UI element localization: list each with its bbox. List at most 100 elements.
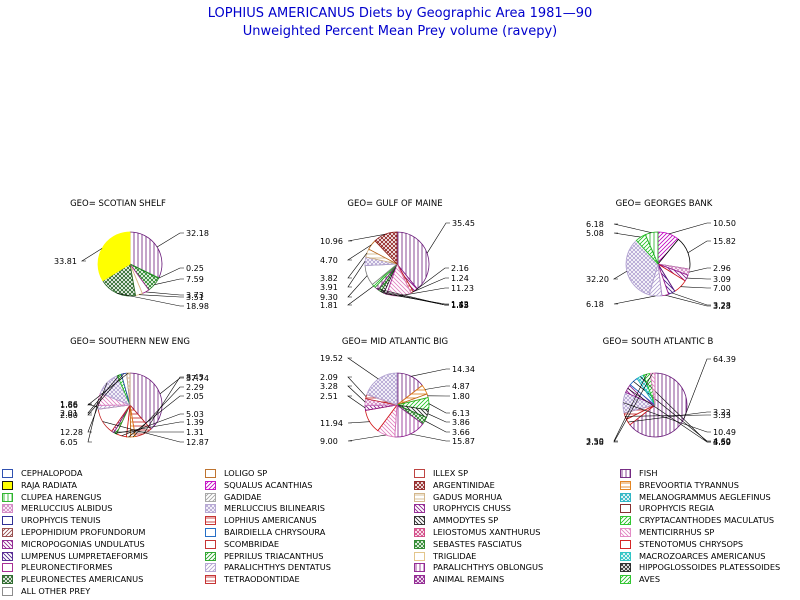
slice-value-label: 15.82 — [713, 237, 736, 246]
leader-line — [613, 223, 652, 233]
legend-swatch — [2, 551, 13, 561]
slice-value-label: 1.80 — [452, 392, 470, 401]
legend-swatch — [620, 504, 631, 514]
slice-value-label: 1.86 — [60, 400, 78, 409]
leader-line — [159, 377, 184, 395]
legend-item: LOPHIUS AMERICANUS — [205, 515, 317, 526]
legend-label: CRYPTACANTHODES MACULATUS — [639, 515, 775, 526]
leader-line — [347, 421, 370, 424]
slice-value-label: 7.59 — [186, 275, 204, 284]
legend-item: MERLUCCIUS ALBIDUS — [2, 503, 112, 514]
leader-line — [158, 267, 184, 279]
legend-swatch — [620, 492, 631, 502]
slice-value-label: 2.38 — [586, 438, 604, 447]
leader-line — [128, 395, 184, 438]
legend-label: FISH — [639, 468, 658, 478]
pie-slice — [129, 372, 163, 430]
leader-line — [688, 267, 711, 273]
legend-item: PLEURONECTIFORMES — [2, 562, 113, 573]
leader-line — [613, 295, 656, 305]
legend-item: MELANOGRAMMUS AEGLEFINUS — [620, 492, 771, 503]
slice-value-label: 1.81 — [320, 301, 338, 310]
pie-slice — [97, 231, 131, 282]
leader-line — [410, 433, 450, 442]
slice-value-label: 19.52 — [320, 354, 343, 363]
legend-label: UROPHYCIS CHUSS — [433, 503, 511, 514]
legend-swatch — [2, 516, 13, 526]
pie-slice — [644, 231, 659, 265]
leader-line — [612, 271, 627, 280]
pie-slice — [625, 239, 659, 296]
legend-label: MENTICIRRHUS SP — [639, 527, 715, 537]
legend-swatch — [414, 469, 425, 478]
leader-line — [87, 403, 99, 408]
legend-swatch — [2, 528, 13, 537]
leader-line — [347, 275, 368, 298]
legend-label: PLEURONECTES AMERICANUS — [21, 574, 144, 585]
leader-line — [623, 402, 711, 433]
leader-line — [687, 240, 711, 253]
legend-item: BREVOORTIA TYRANNUS — [620, 480, 739, 491]
legend-label: SQUALUS ACANTHIAS — [224, 479, 313, 490]
legend-label: ARGENTINIDAE — [433, 479, 495, 490]
leader-line — [613, 232, 641, 238]
slice-value-label: 32.20 — [586, 275, 609, 284]
slice-value-label: 1.31 — [186, 428, 204, 437]
slice-value-label: 3.23 — [713, 302, 731, 311]
legend-label: STENOTOMUS CHRYSOPS — [639, 538, 744, 549]
legend-swatch — [620, 528, 631, 537]
pie-5: GEO= MID ATLANTIC BIG14.344.871.806.133.… — [320, 337, 475, 446]
slice-value-label: 3.91 — [320, 283, 338, 292]
slice-value-label: 1.43 — [451, 301, 469, 310]
slice-value-label: 2.60 — [60, 411, 78, 420]
pie-1: GEO= SCOTIAN SHELF 32.18 0.25 7.59 3.733.511… — [54, 199, 209, 311]
legend-item: AMMODYTES SP — [414, 515, 498, 526]
slice-value-label: 7.00 — [713, 284, 731, 293]
legend-label: PARALICHTHYS OBLONGUS — [433, 562, 544, 573]
legend-item: BAIRDIELLA CHRYSOURA — [205, 527, 325, 538]
leader-line — [347, 376, 367, 397]
slice-value-label: 14.34 — [452, 365, 475, 374]
legend-label: MERLUCCIUS ALBIDUS — [21, 503, 113, 514]
leader-line — [346, 244, 372, 261]
chart-subtitle: Unweighted Percent Mean Prey volume (rav… — [242, 24, 558, 39]
pie-slice — [102, 263, 136, 297]
slice-value-label: 1.66 — [60, 401, 78, 410]
legend-swatch — [414, 575, 425, 585]
legend-label: LOPHIUS AMERICANUS — [224, 515, 317, 526]
slice-value-label: 1.55 — [451, 301, 469, 310]
legend-item: HIPPOGLOSSOIDES PLATESSOIDES — [620, 562, 780, 573]
legend-item: LEPOPHIDIUM PROFUNDORUM — [2, 527, 145, 538]
legend-swatch — [205, 469, 216, 478]
legend-swatch — [205, 539, 216, 549]
slice-value-label: 64.39 — [713, 355, 736, 364]
legend-swatch — [2, 539, 13, 549]
slice-value-label: 15.87 — [452, 437, 475, 446]
slice-value-label: 1.73 — [451, 301, 469, 310]
slice-value-label: 1.42 — [451, 300, 469, 309]
slice-value-label: 37.74 — [186, 374, 209, 383]
legend-item: LOLIGO SP — [205, 468, 267, 479]
legend-item: ALL OTHER PREY — [2, 586, 90, 597]
legend-item: TRIGLIDAE — [414, 551, 476, 562]
legend-label: SCOMBRIDAE — [224, 538, 280, 549]
legend-label: ALL OTHER PREY — [21, 586, 91, 596]
leader-line — [87, 382, 108, 433]
legend-label: LUMPENUS LUMPRETAEFORMIS — [21, 550, 148, 561]
pie-title: GEO= MID ATLANTIC BIG — [342, 337, 448, 347]
legend-item: SEBASTES FASCIATUS — [414, 539, 522, 550]
slice-value-label: 18.98 — [186, 302, 209, 311]
slice-value-label: 8.45 — [186, 373, 204, 382]
slice-value-label: 6.18 — [586, 220, 604, 229]
slice-value-label: 4.60 — [713, 437, 731, 446]
legend-label: CLUPEA HARENGUS — [21, 491, 102, 502]
legend-item: PLEURONECTES AMERICANUS — [2, 574, 143, 585]
leader-line — [102, 421, 184, 443]
legend-swatch — [414, 480, 425, 490]
legend-label: HIPPOGLOSSOIDES PLATESSOIDES — [639, 562, 781, 573]
slice-value-label: 0.25 — [186, 264, 204, 273]
pie-title: GEO= SOUTH ATLANTIC B — [603, 337, 714, 347]
legend-swatch — [620, 480, 631, 490]
legend-swatch — [620, 469, 631, 478]
